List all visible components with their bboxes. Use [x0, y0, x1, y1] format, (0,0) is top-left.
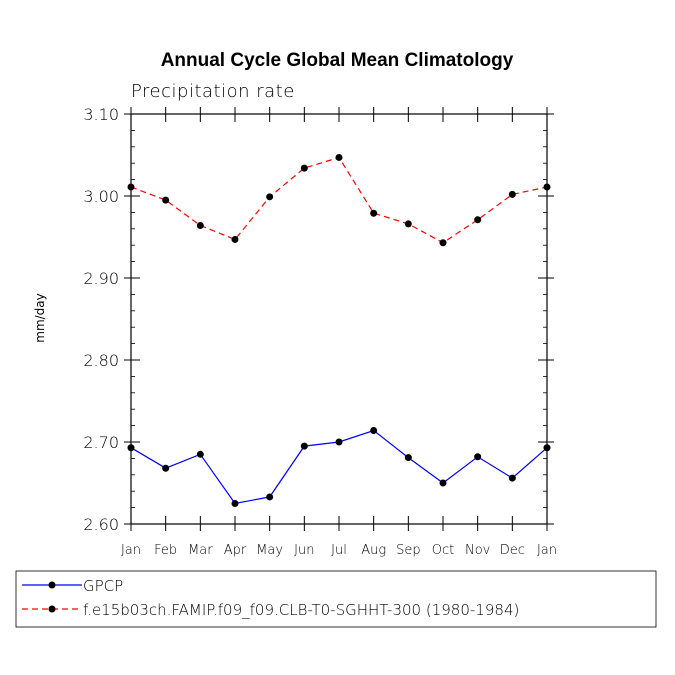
x-tick-label: Sep	[396, 543, 421, 558]
legend: GPCP f.e15b03ch.FAMIP.f09_f09.CLB-T0-SGHH…	[15, 570, 657, 628]
legend-label-0: GPCP	[83, 577, 123, 595]
series-point-0	[335, 438, 343, 446]
series-point-0	[266, 493, 274, 501]
x-tick-label: Oct	[432, 543, 454, 558]
series-point-0	[508, 474, 516, 482]
series-point-0	[370, 427, 378, 435]
series-point-0	[439, 479, 447, 487]
y-tick-label: 3.10	[83, 105, 119, 124]
x-tick-label: Jul	[331, 543, 347, 558]
x-tick-label: Mar	[188, 543, 213, 558]
series-line-1	[130, 156, 548, 244]
series-point-1	[300, 164, 308, 172]
x-tick-label: Jan	[537, 543, 557, 558]
axis-ticks: 2.60 2.70 2.80 2.90 3.00 3.10 Jan Feb Mar Apr May J…	[83, 105, 557, 558]
series-point-1	[439, 239, 447, 247]
y-tick-label: 2.80	[83, 351, 119, 370]
series-point-0	[162, 464, 170, 472]
chart-title: Annual Cycle Global Mean Climatology	[161, 50, 514, 71]
series-point-0	[474, 453, 482, 461]
y-tick-label: 2.60	[83, 515, 119, 534]
y-tick-label: 2.70	[83, 433, 119, 452]
chart-subtitle: Precipitation rate	[131, 81, 295, 102]
series-point-1	[404, 220, 412, 228]
x-tick-label: Aug	[361, 543, 386, 558]
x-tick-label: Jan	[121, 543, 141, 558]
x-tick-label: Apr	[224, 543, 247, 558]
series-point-1	[474, 216, 482, 224]
series-point-1	[162, 196, 170, 204]
series-point-0	[196, 450, 204, 458]
x-tick-label: Nov	[465, 543, 490, 558]
series-point-1	[196, 222, 204, 230]
series-point-1	[231, 235, 239, 243]
x-tick-label: Feb	[154, 543, 177, 558]
plot-frame	[130, 113, 548, 525]
legend-label-1: f.e15b03ch.FAMIP.f09_f09.CLB-T0-SGHHT-30…	[83, 601, 519, 619]
y-axis-label: mm/day	[33, 293, 47, 343]
series-point-1	[508, 190, 516, 198]
x-tick-label: Jun	[294, 543, 314, 558]
legend-marker-0	[48, 581, 56, 589]
series-point-0	[404, 454, 412, 462]
y-tick-label: 3.00	[83, 187, 119, 206]
y-tick-label: 2.90	[83, 269, 119, 288]
legend-box	[15, 570, 657, 628]
plot-series	[127, 153, 551, 507]
series-point-1	[335, 153, 343, 161]
legend-marker-1	[48, 605, 56, 613]
x-tick-label: May	[256, 543, 283, 558]
series-point-0	[300, 442, 308, 450]
x-tick-label: Dec	[500, 543, 525, 558]
series-point-0	[231, 500, 239, 507]
series-point-1	[266, 193, 274, 201]
series-point-1	[370, 209, 378, 217]
